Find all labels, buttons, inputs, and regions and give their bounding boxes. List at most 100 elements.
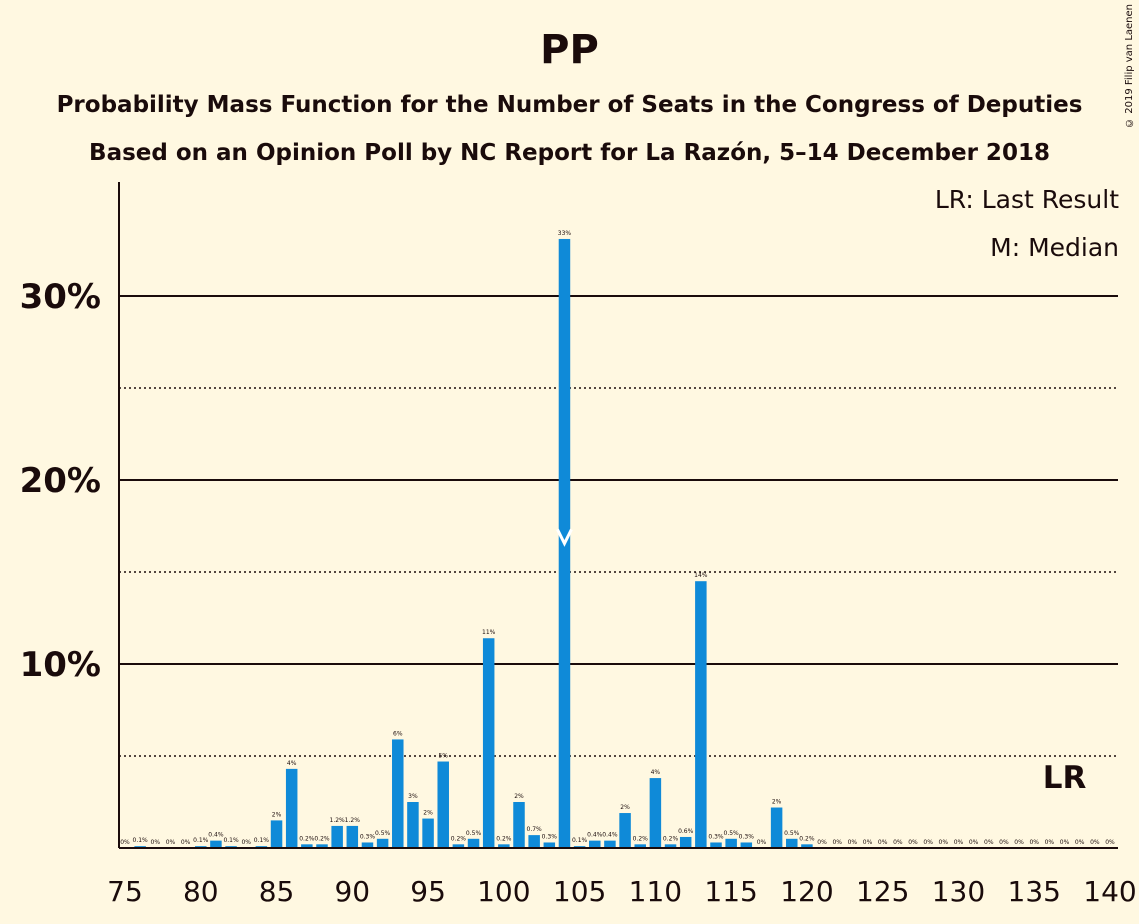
data-label-seat-91: 0.3% xyxy=(360,833,376,840)
data-label-seat-123: 0% xyxy=(848,839,858,846)
data-label-seat-111: 0.2% xyxy=(663,835,679,842)
data-label-seat-108: 2% xyxy=(620,804,630,811)
bar-seat-109 xyxy=(634,844,646,848)
data-label-seat-85: 2% xyxy=(272,811,282,818)
data-label-seat-117: 0% xyxy=(757,839,767,846)
x-tick-label: 140 xyxy=(1083,875,1136,908)
data-label-seat-102: 0.7% xyxy=(527,826,543,833)
bar-seat-119 xyxy=(786,838,798,848)
data-label-seat-134: 0% xyxy=(1014,839,1024,846)
data-label-seat-90: 1.2% xyxy=(345,817,361,824)
chart-title: PP xyxy=(540,27,599,73)
data-label-seat-77: 0% xyxy=(151,839,161,846)
x-tick-label: 85 xyxy=(259,875,295,908)
data-label-seat-112: 0.6% xyxy=(678,828,694,835)
data-label-seat-132: 0% xyxy=(984,839,994,846)
data-label-seat-101: 2% xyxy=(514,793,524,800)
bar-seat-103 xyxy=(543,842,556,848)
data-label-seat-82: 0.1% xyxy=(223,837,239,844)
data-label-seat-128: 0% xyxy=(923,839,933,846)
data-label-seat-124: 0% xyxy=(863,839,873,846)
y-tick-label: 10% xyxy=(20,645,101,685)
data-label-seat-139: 0% xyxy=(1090,839,1100,846)
bar-seat-86 xyxy=(285,768,298,848)
data-label-seat-84: 0.1% xyxy=(254,837,270,844)
data-label-seat-95: 2% xyxy=(423,810,433,817)
data-label-seat-115: 0.5% xyxy=(724,830,740,837)
x-tick-label: 115 xyxy=(704,875,757,908)
bar-seat-98 xyxy=(467,838,480,848)
bar-seat-102 xyxy=(528,835,540,848)
x-tick-label: 100 xyxy=(477,875,530,908)
bar-seat-112 xyxy=(679,836,692,848)
x-tick-label: 125 xyxy=(856,875,909,908)
bar-seat-111 xyxy=(664,844,677,848)
data-label-seat-140: 0% xyxy=(1105,839,1115,846)
data-label-seat-98: 0.5% xyxy=(466,830,482,837)
bar-seat-88 xyxy=(316,844,328,848)
bar-seat-101 xyxy=(513,802,525,848)
data-label-seat-119: 0.5% xyxy=(784,830,800,837)
bar-seat-85 xyxy=(270,820,283,848)
bar-seat-108 xyxy=(619,813,631,848)
data-label-seat-104: 33% xyxy=(558,230,572,237)
data-label-seat-121: 0% xyxy=(817,839,827,846)
data-label-seat-125: 0% xyxy=(878,839,888,846)
bar-seat-107 xyxy=(604,840,616,848)
bar-seat-113 xyxy=(695,581,707,848)
data-label-seat-107: 0.4% xyxy=(602,832,618,839)
data-label-seat-120: 0.2% xyxy=(799,835,815,842)
data-label-seat-89: 1.2% xyxy=(330,817,346,824)
bar-seat-120 xyxy=(801,844,813,848)
data-label-seat-118: 2% xyxy=(772,799,782,806)
data-label-seat-86: 4% xyxy=(287,760,297,767)
bar-seat-92 xyxy=(376,838,389,848)
legend-median: M: Median xyxy=(990,233,1119,262)
data-label-seat-87: 0.2% xyxy=(299,835,315,842)
data-label-seat-94: 3% xyxy=(408,793,418,800)
bar-seat-89 xyxy=(331,825,343,848)
x-tick-label: 120 xyxy=(780,875,833,908)
data-label-seat-136: 0% xyxy=(1045,839,1055,846)
data-label-seat-105: 0.1% xyxy=(572,837,588,844)
data-label-seat-76: 0.1% xyxy=(133,837,149,844)
x-tick-label: 135 xyxy=(1008,875,1061,908)
x-tick-label: 90 xyxy=(334,875,370,908)
data-label-seat-131: 0% xyxy=(969,839,979,846)
bar-seat-97 xyxy=(452,844,465,848)
data-label-seat-106: 0.4% xyxy=(587,832,603,839)
data-label-seat-93: 6% xyxy=(393,730,403,737)
data-label-seat-97: 0.2% xyxy=(451,835,467,842)
data-label-seat-81: 0.4% xyxy=(208,832,224,839)
data-label-seat-135: 0% xyxy=(1029,839,1039,846)
x-tick-label: 130 xyxy=(932,875,985,908)
bar-seat-116 xyxy=(740,842,753,848)
x-tick-label: 110 xyxy=(629,875,682,908)
bar-seat-110 xyxy=(649,778,662,848)
bar-seat-91 xyxy=(361,842,374,848)
data-label-seat-83: 0% xyxy=(241,839,251,846)
last-result-label: LR xyxy=(1043,760,1087,796)
x-tick-label: 75 xyxy=(107,875,143,908)
data-label-seat-75: 0% xyxy=(120,839,130,846)
legend-last-result: LR: Last Result xyxy=(934,185,1119,214)
data-label-seat-137: 0% xyxy=(1060,839,1070,846)
data-label-seat-133: 0% xyxy=(999,839,1009,846)
chart-subtitle-2: Based on an Opinion Poll by NC Report fo… xyxy=(89,140,1050,166)
data-label-seat-100: 0.2% xyxy=(496,835,512,842)
data-label-seat-99: 11% xyxy=(482,629,496,636)
data-label-seat-116: 0.3% xyxy=(739,833,755,840)
bar-seat-93 xyxy=(392,739,404,848)
bar-seat-100 xyxy=(498,844,510,848)
data-label-seat-114: 0.3% xyxy=(708,833,724,840)
chart-subtitle-1: Probability Mass Function for the Number… xyxy=(56,92,1083,118)
data-label-seat-80: 0.1% xyxy=(193,837,209,844)
data-label-seat-92: 0.5% xyxy=(375,830,391,837)
x-tick-label: 105 xyxy=(553,875,606,908)
y-tick-label: 30% xyxy=(20,277,101,317)
data-label-seat-126: 0% xyxy=(893,839,903,846)
bar-seat-114 xyxy=(710,842,722,848)
data-label-seat-127: 0% xyxy=(908,839,918,846)
data-label-seat-79: 0% xyxy=(181,839,191,846)
